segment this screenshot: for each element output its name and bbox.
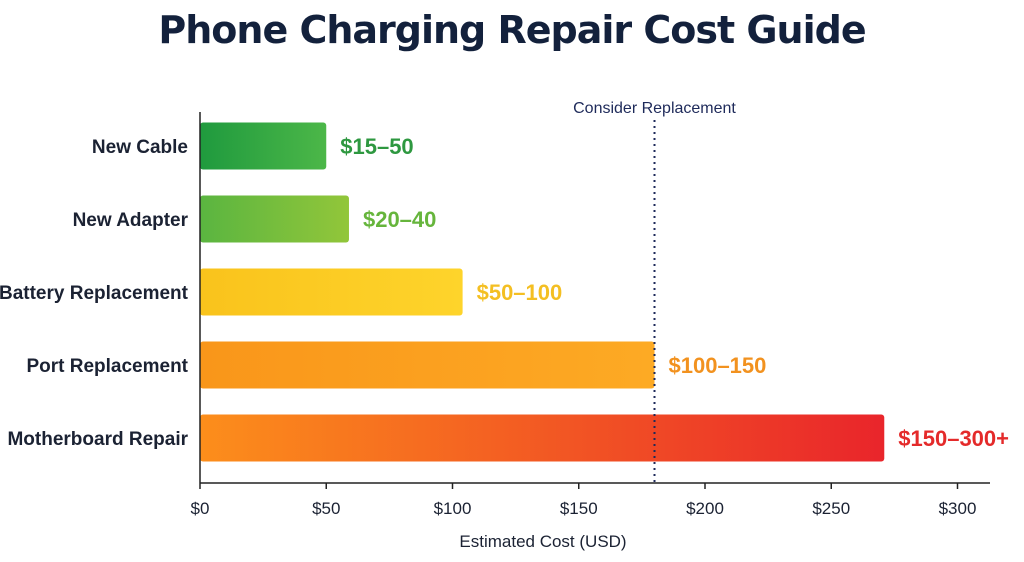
x-tick-label: $50 — [312, 499, 340, 518]
category-label-new-adapter: New Adapter — [73, 210, 189, 231]
x-tick-label: $150 — [560, 499, 598, 518]
x-tick-label: $0 — [191, 499, 210, 518]
category-label-motherboard-repair: Motherboard Repair — [7, 429, 188, 450]
x-axis-title: Estimated Cost (USD) — [459, 532, 626, 551]
category-label-battery-replacement: Battery Replacement — [0, 283, 189, 304]
value-label-motherboard-repair: $150–300+ — [898, 426, 1009, 451]
chart-title: Phone Charging Repair Cost Guide — [158, 8, 866, 52]
x-tick-label: $300 — [939, 499, 977, 518]
value-label-battery-replacement: $50–100 — [477, 280, 563, 305]
x-tick-label: $200 — [686, 499, 724, 518]
value-label-new-adapter: $20–40 — [363, 207, 436, 232]
bar-new-adapter — [200, 195, 349, 243]
category-label-new-cable: New Cable — [92, 137, 188, 158]
value-label-port-replacement: $100–150 — [669, 353, 767, 378]
x-tick-label: $250 — [812, 499, 850, 518]
bar-battery-replacement — [200, 268, 463, 316]
reference-line-label: Consider Replacement — [573, 100, 736, 117]
bar-new-cable — [200, 122, 327, 170]
bar-port-replacement — [200, 341, 655, 389]
category-label-port-replacement: Port Replacement — [26, 356, 188, 377]
bar-motherboard-repair — [200, 414, 885, 462]
value-label-new-cable: $15–50 — [340, 134, 413, 159]
x-tick-label: $100 — [434, 499, 472, 518]
